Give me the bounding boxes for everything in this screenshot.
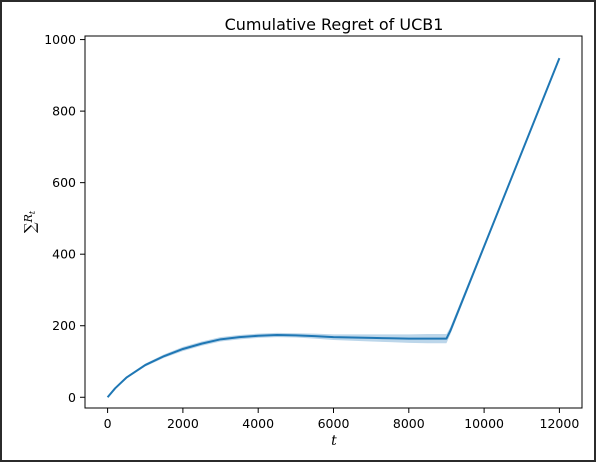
y-axis-label-subscript: t [28,210,37,214]
y-tick-label: 400 [52,247,76,262]
x-tick-label: 10000 [464,416,504,431]
y-axis-label-symbol: R [22,214,35,223]
x-tick-label: 12000 [540,416,580,431]
series-line [106,57,561,398]
x-axis-label: t [331,433,337,449]
x-tick-label: 2000 [167,416,199,431]
y-axis: 0 200 400 600 800 1000 [44,32,85,405]
svg-text:∑Rt: ∑Rt [21,210,39,233]
x-axis: 0 2000 4000 6000 8000 10000 12000 [104,408,580,431]
y-axis-label: ∑Rt [21,210,39,233]
y-axis-label-sum: ∑ [21,222,39,233]
series-line-layer [106,57,561,398]
y-tick-label: 1000 [44,32,76,47]
y-tick-label: 800 [52,104,76,119]
x-tick-label: 8000 [393,416,425,431]
x-tick-label: 6000 [318,416,350,431]
chart-title: Cumulative Regret of UCB1 [225,15,444,34]
x-tick-label: 4000 [242,416,274,431]
y-tick-label: 0 [68,390,76,405]
x-tick-label: 0 [104,416,112,431]
plot-area-frame [84,35,583,409]
y-tick-label: 200 [52,318,76,333]
y-tick-label: 600 [52,175,76,190]
